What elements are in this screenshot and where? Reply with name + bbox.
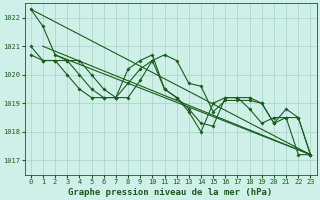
X-axis label: Graphe pression niveau de la mer (hPa): Graphe pression niveau de la mer (hPa) bbox=[68, 188, 273, 197]
